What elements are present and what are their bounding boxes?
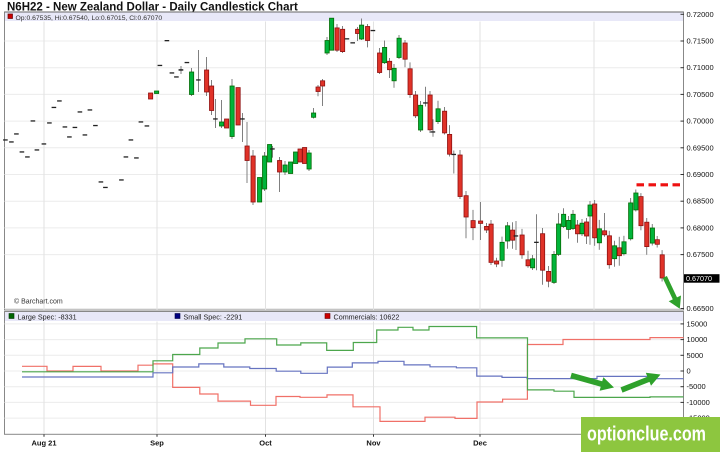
svg-text:0.69000: 0.69000	[687, 170, 714, 179]
svg-text:Aug 21: Aug 21	[31, 439, 56, 448]
svg-text:0.72000: 0.72000	[687, 10, 714, 19]
svg-text:15000: 15000	[687, 319, 708, 328]
svg-text:© Barchart.com: © Barchart.com	[14, 298, 63, 306]
svg-text:Small Spec: -2291: Small Spec: -2291	[184, 313, 243, 322]
svg-text:0.69500: 0.69500	[687, 143, 714, 152]
svg-text:0.66500: 0.66500	[687, 304, 714, 313]
svg-text:Dec: Dec	[473, 439, 487, 448]
svg-text:Oct: Oct	[259, 439, 272, 448]
svg-text:5000: 5000	[687, 351, 704, 360]
svg-text:0.67500: 0.67500	[687, 250, 714, 259]
svg-text:Sep: Sep	[150, 439, 164, 448]
svg-text:Nov: Nov	[366, 439, 381, 448]
svg-text:N6H22 - New Zealand Dollar - D: N6H22 - New Zealand Dollar - Daily Candl…	[7, 2, 298, 14]
svg-text:-10000: -10000	[687, 398, 710, 407]
svg-text:0: 0	[687, 367, 691, 376]
svg-text:0.70000: 0.70000	[687, 117, 714, 126]
svg-text:10000: 10000	[687, 335, 708, 344]
svg-text:Op:0.67535, Hi:0.67540, Lo:0.6: Op:0.67535, Hi:0.67540, Lo:0.67015, Cl:0…	[16, 15, 163, 22]
svg-text:0.68000: 0.68000	[687, 223, 714, 232]
svg-text:0.68500: 0.68500	[687, 197, 714, 206]
svg-text:Commercials: 10622: Commercials: 10622	[334, 313, 400, 322]
svg-text:Large Spec: -8331: Large Spec: -8331	[18, 313, 77, 322]
svg-text:0.71000: 0.71000	[687, 63, 714, 72]
svg-text:0.70500: 0.70500	[687, 90, 714, 99]
svg-text:optionclue.com: optionclue.com	[587, 423, 706, 446]
svg-text:0.67070: 0.67070	[686, 274, 712, 283]
svg-text:-5000: -5000	[687, 382, 706, 391]
svg-text:0.71500: 0.71500	[687, 37, 714, 46]
